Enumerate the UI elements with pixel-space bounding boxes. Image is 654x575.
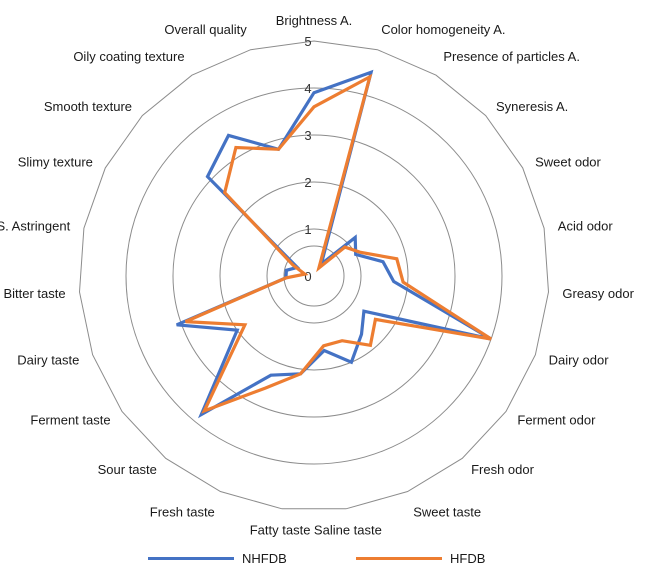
legend-swatch-hfdb [356,556,442,560]
radar-chart: 0 1 2 3 4 5 Brightness A. Color homogeneity A.… [0,13,635,538]
category-label: Fresh taste [150,504,215,519]
grid-ring [219,181,409,371]
category-label: Presence of particles A. [443,49,580,64]
category-label: Sweet taste [413,504,481,519]
category-label: Ferment taste [30,413,110,428]
category-label: Dairy taste [17,352,79,367]
category-label: Fatty taste [250,523,311,538]
tick-label: 2 [304,175,311,190]
category-label: Ferment odor [517,413,596,428]
category-label: Overall quality [164,22,247,37]
category-labels: Brightness A. Color homogeneity A. Presenc… [0,13,635,538]
category-label: Saline taste [314,523,382,538]
grid-ring [125,87,503,465]
category-label: Smooth texture [44,99,132,114]
grid-outer [78,40,550,510]
series-line-nhfdb [176,69,492,419]
series-line-hfdb [184,73,492,414]
legend-swatch-nhfdb [148,556,234,560]
category-label: Syneresis A. [496,99,568,114]
tick-label: 3 [304,128,311,143]
grid-ring [266,228,362,324]
tick-label: 4 [304,81,311,96]
category-label: Greasy odor [562,286,634,301]
category-label: Sour taste [98,462,157,477]
category-label: Slimy texture [18,154,93,169]
tick-label: 5 [304,34,311,49]
category-label: S.S. Astringent [0,218,71,233]
category-label: Oily coating texture [73,49,184,64]
legend-label-hfdb: HFDB [450,550,486,566]
data-series [176,69,492,419]
legend: NHFDB HFDB [0,546,654,570]
category-label: Color homogeneity A. [381,22,505,37]
legend-item-nhfdb: NHFDB [148,546,287,570]
legend-label-nhfdb: NHFDB [242,550,287,566]
category-label: Acid odor [558,218,614,233]
category-label: Dairy odor [549,352,610,367]
legend-item-hfdb: HFDB [356,546,485,570]
category-label: Sweet odor [535,154,601,169]
tick-label: 0 [304,269,311,284]
grid-center-ring [283,245,345,307]
tick-label: 1 [304,222,311,237]
category-label: Bitter taste [3,286,65,301]
radar-grid [78,40,550,510]
radial-tick-labels: 0 1 2 3 4 5 [304,34,311,284]
grid-ring [172,134,456,418]
category-label: Fresh odor [471,462,535,477]
category-label: Brightness A. [276,13,353,28]
